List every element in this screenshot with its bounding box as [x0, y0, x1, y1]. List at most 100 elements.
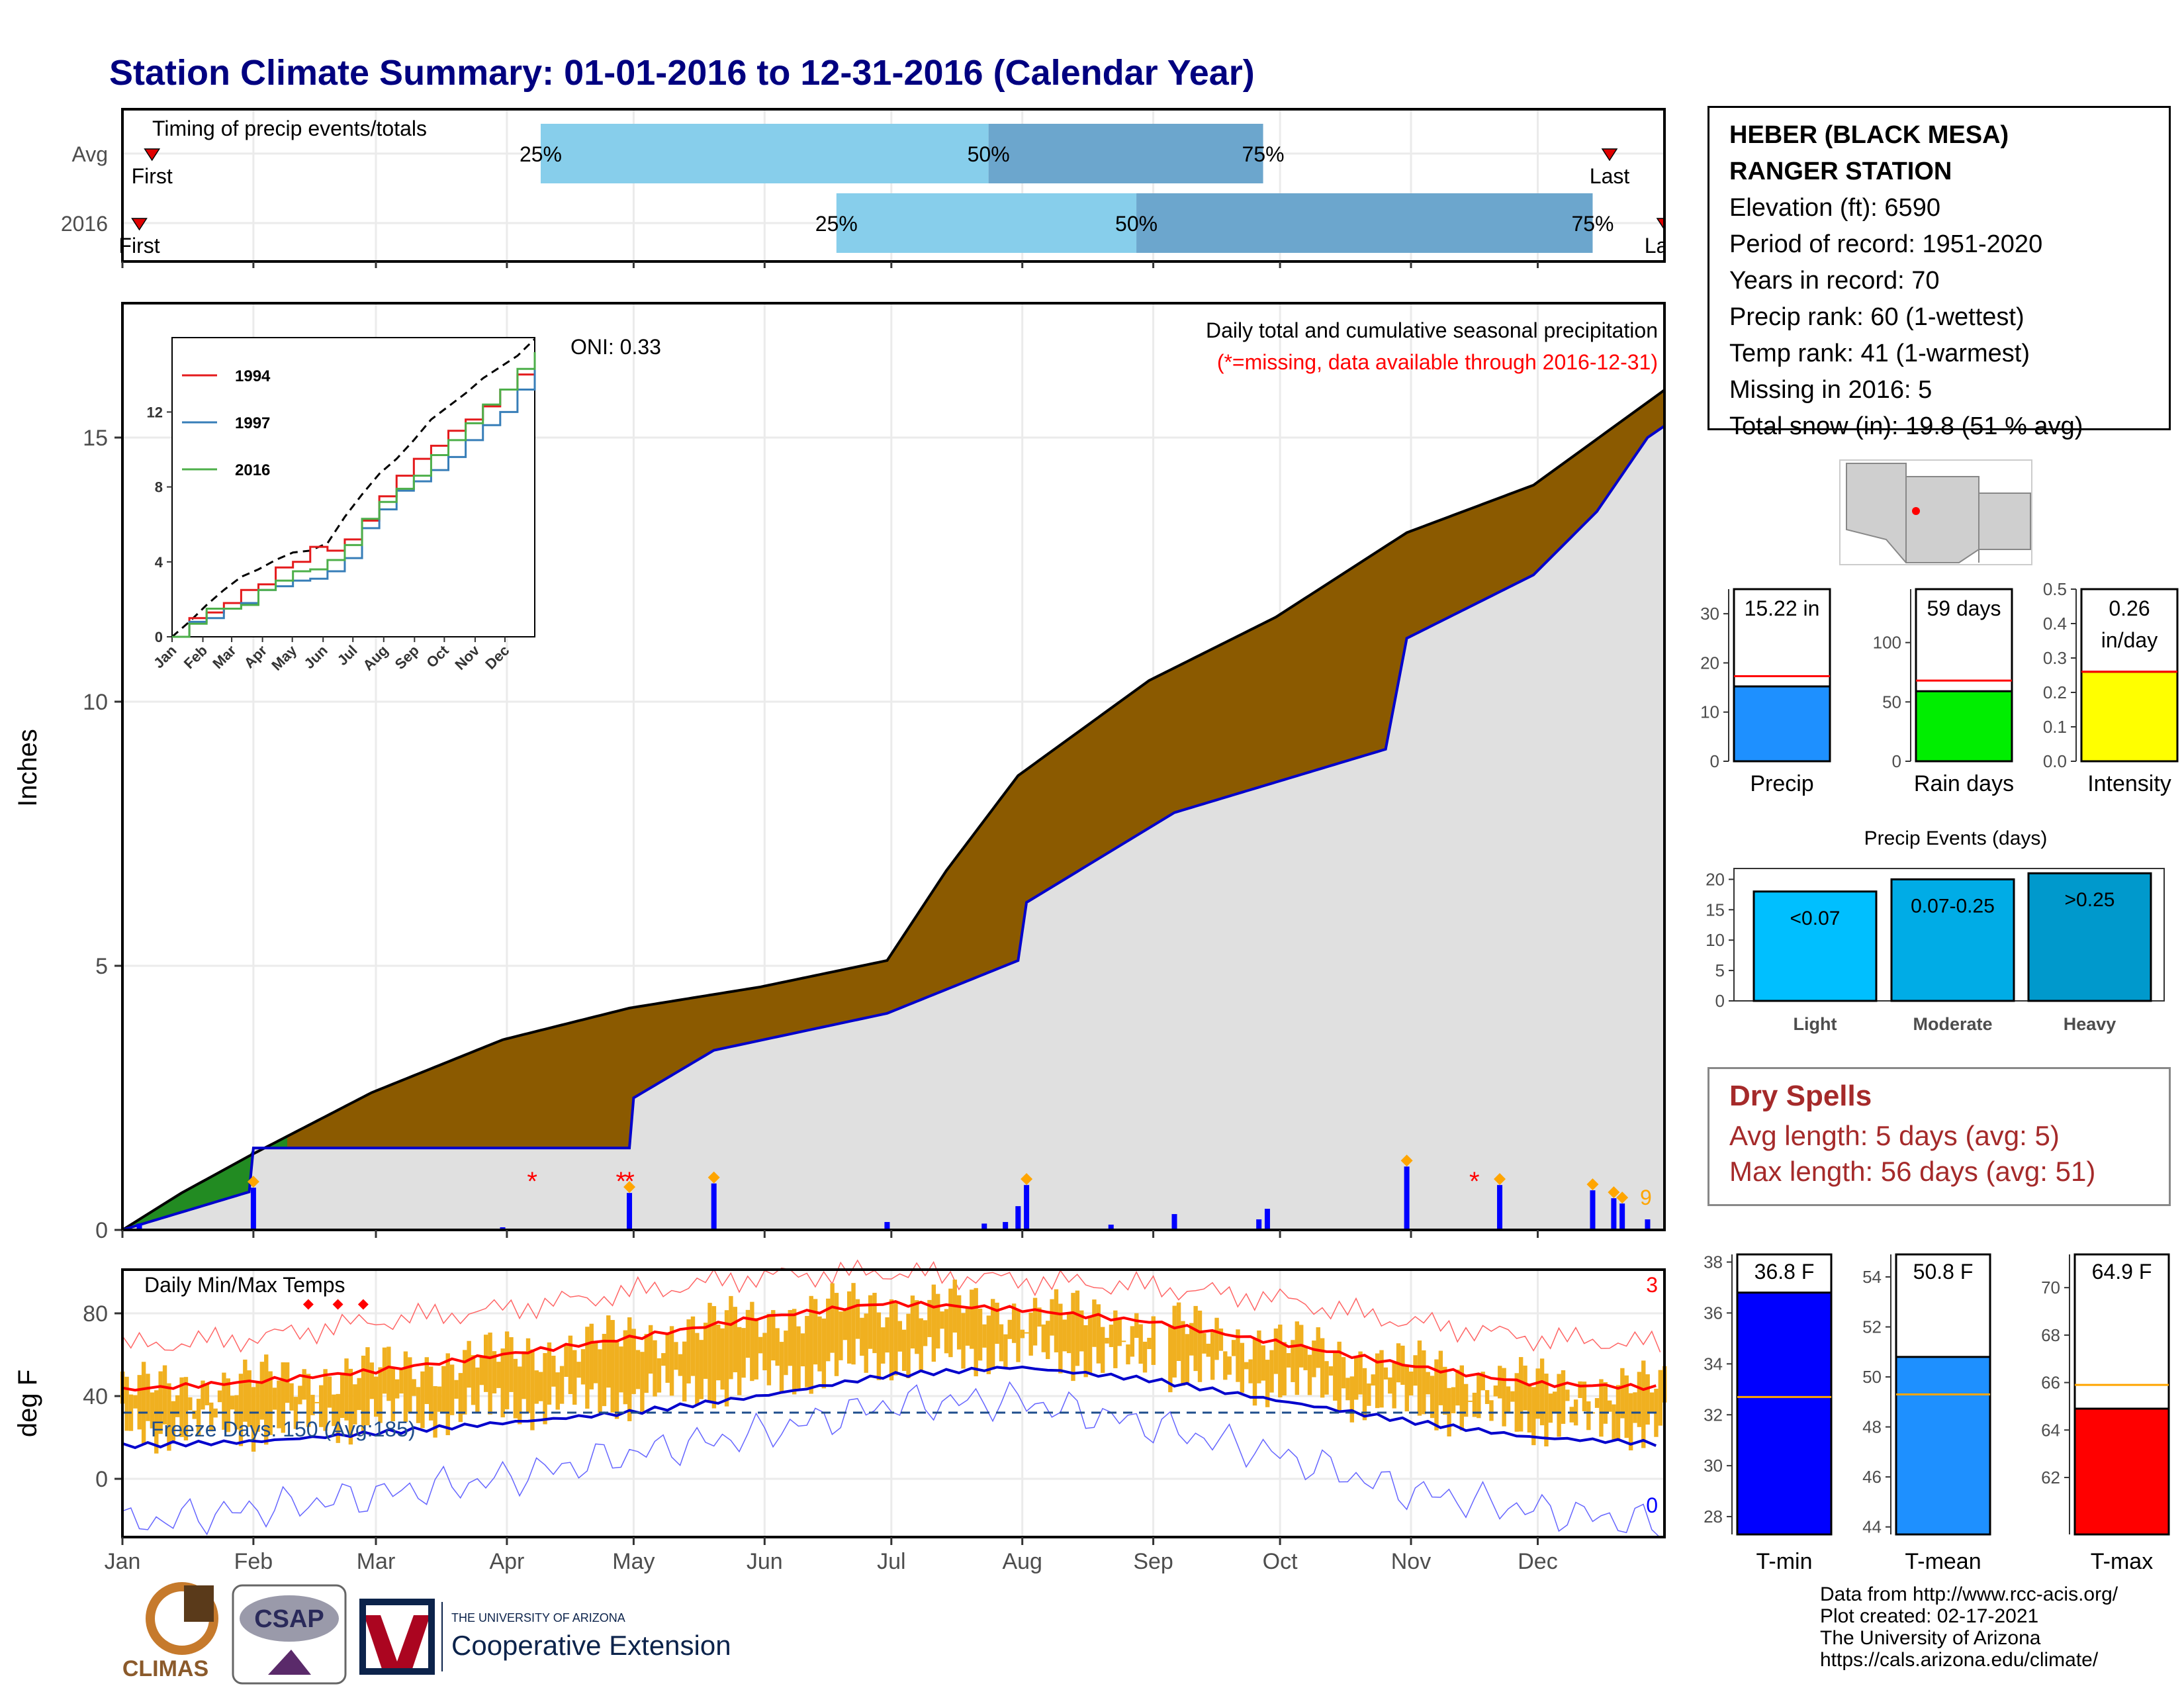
- month-xtick-label: Apr: [489, 1549, 524, 1574]
- ua-logo-text: Cooperative Extension: [451, 1630, 731, 1661]
- daily-temp-bar: [1096, 1304, 1101, 1364]
- daily-temp-bar: [669, 1326, 674, 1396]
- timing-p75-label: 75%: [1571, 212, 1614, 236]
- daily-temp-bar: [1324, 1361, 1329, 1395]
- tempbar-value-label: 36.8 F: [1754, 1260, 1815, 1284]
- timing-heading: Timing of precip events/totals: [152, 117, 427, 140]
- daily-temp-bar: [1295, 1321, 1300, 1395]
- daily-temp-bar: [1134, 1313, 1139, 1338]
- daily-precip-snow-marker: [1616, 1192, 1629, 1204]
- tempbar-tick-label: 50: [1862, 1367, 1882, 1387]
- summary-tick-label: 0.3: [2043, 648, 2067, 668]
- daily-temp-bar: [965, 1307, 970, 1346]
- daily-temp-bar: [1147, 1337, 1152, 1350]
- daily-precip-snow-marker: [1608, 1186, 1620, 1199]
- daily-temp-bar: [1569, 1407, 1574, 1423]
- daily-precip-bar: [627, 1193, 633, 1230]
- daily-temp-bar: [936, 1293, 940, 1349]
- daily-temp-bar: [1633, 1392, 1637, 1423]
- precip-ytick-label: 15: [83, 426, 108, 451]
- summary-tick-label: 0.4: [2043, 614, 2067, 633]
- daily-temp-bar: [724, 1310, 729, 1407]
- daily-temp-bar: [243, 1359, 248, 1422]
- inset-frame: [171, 337, 535, 637]
- daily-temp-bar: [141, 1362, 146, 1445]
- daily-temp-bar: [640, 1352, 645, 1412]
- summary-bar: [1915, 690, 2013, 763]
- record-max-marker: [357, 1299, 369, 1310]
- daily-temp-bar: [741, 1328, 746, 1378]
- daily-temp-bar: [881, 1327, 886, 1364]
- temp-missing-min-label: 0: [1646, 1493, 1658, 1517]
- daily-temp-bar: [1637, 1372, 1642, 1427]
- station-location-marker: [1912, 507, 1920, 515]
- daily-temp-bar: [268, 1371, 273, 1435]
- daily-temp-bar: [1062, 1319, 1067, 1352]
- daily-temp-bar: [424, 1357, 430, 1405]
- daily-temp-bar: [830, 1283, 835, 1353]
- daily-temp-bar: [1278, 1325, 1283, 1397]
- tempbar-tick-label: 62: [2041, 1468, 2060, 1487]
- daily-temp-bar: [745, 1309, 751, 1358]
- daily-temp-bar: [1028, 1312, 1033, 1356]
- daily-temp-bar: [213, 1408, 218, 1418]
- month-xtick-label: Jul: [877, 1549, 905, 1574]
- daily-temp-bar: [1075, 1290, 1080, 1366]
- tempbar-bar: [2073, 1407, 2170, 1536]
- daily-precip-snow-marker: [707, 1171, 720, 1184]
- daily-temp-bar: [915, 1300, 919, 1354]
- daily-temp-bar: [602, 1334, 607, 1407]
- inset-series-line: [172, 352, 536, 638]
- daily-temp-bar: [137, 1375, 142, 1430]
- tempbar-tick-label: 70: [2041, 1278, 2060, 1297]
- daily-temp-bar: [1126, 1344, 1130, 1365]
- daily-temp-bar: [623, 1330, 628, 1405]
- daily-temp-bar: [1185, 1334, 1190, 1383]
- temp-ytick-label: 0: [95, 1467, 108, 1492]
- daily-temp-bar: [927, 1299, 932, 1337]
- footer-line-4: https://cals.arizona.edu/climate/: [1820, 1649, 2099, 1671]
- daily-temp-bar: [754, 1318, 758, 1380]
- daily-temp-bar: [518, 1366, 522, 1425]
- daily-temp-bar: [995, 1302, 999, 1344]
- station-elevation: Elevation (ft): 6590: [1729, 194, 1940, 222]
- daily-temp-bar: [1206, 1343, 1210, 1357]
- station-name-2: RANGER STATION: [1729, 158, 1952, 185]
- daily-temp-bar: [1459, 1365, 1464, 1430]
- summary-tick-label: 50: [1882, 692, 1901, 712]
- daily-temp-bar: [893, 1301, 898, 1376]
- timing-p50-label: 50%: [968, 142, 1010, 166]
- daily-temp-bar: [1197, 1310, 1203, 1382]
- daily-temp-bar: [1413, 1355, 1418, 1386]
- daily-temp-bar: [1100, 1327, 1105, 1373]
- daily-precip-bar: [250, 1188, 256, 1230]
- daily-temp-bar: [970, 1289, 974, 1349]
- summary-tick-label: 0.2: [2043, 682, 2067, 702]
- daily-temp-bar: [530, 1349, 535, 1430]
- daily-precip-snow-marker: [623, 1181, 636, 1194]
- daily-temp-bar: [1408, 1371, 1414, 1396]
- daily-temp-bar: [357, 1378, 361, 1411]
- daily-temp-bar: [910, 1295, 915, 1349]
- daily-temp-bar: [635, 1350, 641, 1389]
- daily-temp-bar: [1341, 1357, 1346, 1389]
- timing-row-label: 2016: [61, 212, 108, 236]
- daily-temp-bar: [762, 1333, 767, 1371]
- inset-avg-line: [171, 338, 536, 638]
- timing-row-label: Avg: [71, 142, 108, 166]
- daily-temp-bar: [365, 1347, 370, 1426]
- daily-temp-bar: [978, 1308, 983, 1361]
- daily-temp-bar: [1121, 1340, 1126, 1342]
- daily-temp-bar: [1586, 1401, 1591, 1430]
- tempbar-value-label: 64.9 F: [2092, 1260, 2152, 1284]
- daily-temp-bar: [340, 1372, 345, 1419]
- daily-temp-bar: [1349, 1376, 1355, 1423]
- daily-temp-bar: [948, 1288, 953, 1358]
- summary-tick-label: 10: [1700, 702, 1719, 722]
- daily-temp-bar: [449, 1364, 455, 1415]
- precip-frame: [121, 302, 1666, 1231]
- daily-precip-bar: [1264, 1209, 1270, 1230]
- daily-temp-bar: [1523, 1365, 1527, 1411]
- daily-temp-bar: [1016, 1310, 1021, 1362]
